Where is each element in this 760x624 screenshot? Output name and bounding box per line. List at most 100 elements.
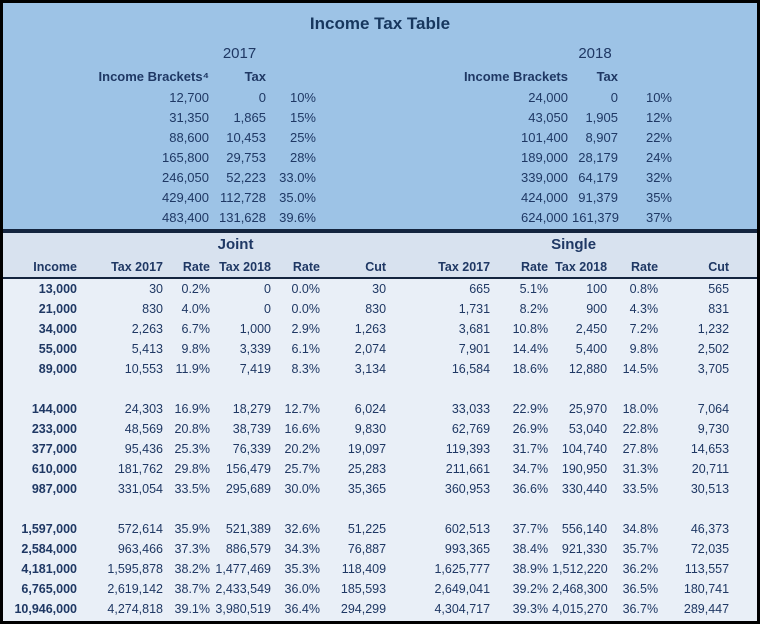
group-header-single: Single [390, 233, 757, 256]
value-cell: 0 [264, 302, 271, 316]
table-row: 89,000 10,553 11.9% 7,419 8.3% 3,134 16,584 18.… [3, 359, 757, 379]
tax-cell: 161,379 [572, 209, 619, 225]
table-row: 55,000 5,413 9.8% 3,339 6.1% 2,074 7,901 14.4% 5… [3, 339, 757, 359]
value-cell: 76,339 [232, 442, 271, 456]
value-cell: 665 [469, 282, 491, 296]
spacer-cell [733, 579, 757, 599]
table-row: 246,050 52,223 33.0% 339,000 64,179 32% [3, 167, 757, 187]
value-cell: 38,739 [232, 422, 271, 436]
spacer-cell [733, 599, 757, 619]
value-cell: 33,033 [451, 402, 491, 416]
table-row: 2,584,000 963,466 37.3% 886,579 34.3% 76,887 9… [3, 539, 757, 559]
rate-cell: 12% [645, 109, 672, 125]
bracket-cell: 483,400 [162, 209, 209, 225]
table-row: 34,000 2,263 6.7% 1,000 2.9% 1,263 3,681 10.8% 2… [3, 319, 757, 339]
spacer-cell [733, 278, 757, 299]
spacer-cell [320, 207, 392, 227]
value-cell: 7,901 [458, 342, 491, 356]
value-cell: 8.2% [519, 302, 549, 316]
spacer-cell [676, 187, 757, 207]
tax-cell: 91,379 [578, 189, 618, 205]
income-cell: 6,765,000 [21, 582, 77, 596]
value-cell: 119,393 [445, 442, 491, 456]
income-cell: 10,946,000 [14, 602, 77, 616]
value-cell: 3,980,519 [215, 602, 271, 616]
income-cell: 1,597,000 [21, 522, 77, 536]
value-cell: 7.2% [629, 322, 659, 336]
column-header: Tax 2017 [390, 256, 495, 279]
value-cell: 51,225 [347, 522, 387, 536]
spacer-cell [733, 299, 757, 319]
blank-row [3, 499, 757, 519]
spacer-cell [733, 519, 757, 539]
spacer-cell [676, 127, 757, 147]
bracket-cell: 88,600 [169, 129, 209, 145]
value-cell: 35.7% [622, 542, 659, 556]
column-header: Cut [662, 256, 734, 279]
column-header-row: Income Tax 2017 Rate Tax 2018 Rate Cut Tax 201… [3, 256, 757, 279]
value-cell: 31.7% [512, 442, 549, 456]
blank-cell [552, 499, 611, 519]
table-row: 31,350 1,865 15% 43,050 1,905 12% [3, 107, 757, 127]
value-cell: 156,479 [225, 462, 271, 476]
value-cell: 20.2% [284, 442, 320, 456]
spacer-cell [392, 41, 572, 65]
spacer-cell [676, 87, 757, 107]
rate-cell: 35% [645, 189, 672, 205]
value-cell: 2.9% [291, 322, 321, 336]
value-cell: 31.3% [622, 462, 659, 476]
column-header: Tax 2018 [552, 256, 612, 279]
value-cell: 2,450 [575, 322, 608, 336]
blank-cell [662, 379, 733, 399]
comparison-table: Joint Single Income Tax 2017 Rate Tax 2018 Rat… [3, 233, 757, 619]
income-cell: 89,000 [38, 362, 77, 376]
value-cell: 565 [708, 282, 730, 296]
bracket-cell: 246,050 [162, 169, 209, 185]
value-cell: 963,466 [117, 542, 163, 556]
income-cell: 377,000 [31, 442, 77, 456]
blank-cell [552, 379, 611, 399]
value-cell: 3,681 [458, 322, 491, 336]
page-title: Income Tax Table [309, 14, 451, 33]
value-cell: 8.3% [291, 362, 321, 376]
spacer-cell [3, 233, 81, 256]
value-cell: 25,970 [568, 402, 608, 416]
column-header: Income [3, 256, 81, 279]
blank-cell [494, 379, 552, 399]
column-header: Rate [611, 256, 663, 279]
spacer-cell [733, 439, 757, 459]
value-cell: 9,730 [697, 422, 730, 436]
value-cell: 5,400 [575, 342, 608, 356]
value-cell: 32.6% [284, 522, 320, 536]
value-cell: 830 [365, 302, 387, 316]
spacer-cell [622, 41, 676, 65]
value-cell: 48,569 [124, 422, 163, 436]
value-cell: 16.9% [174, 402, 210, 416]
blank-cell [214, 499, 275, 519]
blank-cell [324, 499, 390, 519]
table-row: 1,597,000 572,614 35.9% 521,389 32.6% 51,225 6… [3, 519, 757, 539]
value-cell: 4.0% [181, 302, 211, 316]
tax-cell: 64,179 [578, 169, 618, 185]
value-cell: 18.6% [512, 362, 549, 376]
tax-cell: 1,865 [233, 109, 266, 125]
tax-cell: 10,453 [226, 129, 266, 145]
value-cell: 331,054 [117, 482, 163, 496]
value-cell: 30 [149, 282, 163, 296]
value-cell: 104,740 [561, 442, 608, 456]
income-cell: 233,000 [31, 422, 77, 436]
value-cell: 9.8% [629, 342, 659, 356]
spacer-cell [676, 65, 757, 87]
value-cell: 30,513 [690, 482, 730, 496]
column-header-tax-2017: Tax [244, 68, 266, 84]
value-cell: 521,389 [225, 522, 271, 536]
year-row: 2017 2018 [3, 41, 757, 65]
value-cell: 1,625,777 [434, 562, 491, 576]
spacer-cell [676, 167, 757, 187]
income-cell: 34,000 [38, 322, 77, 336]
group-header-row: Joint Single [3, 233, 757, 256]
value-cell: 18.0% [622, 402, 659, 416]
blank-cell [494, 499, 552, 519]
column-header-tax-2018: Tax [596, 68, 618, 84]
